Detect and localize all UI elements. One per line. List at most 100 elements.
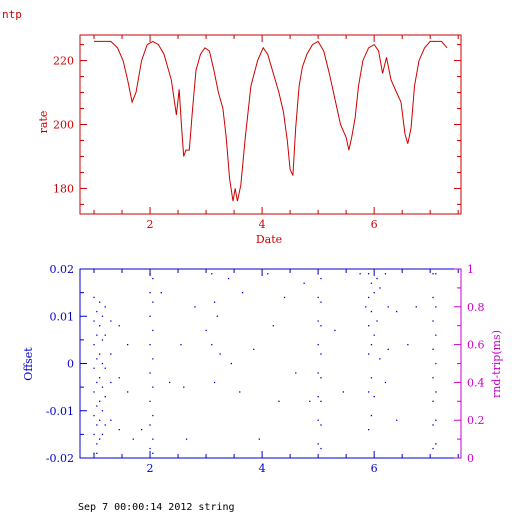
offset-point [99,301,101,303]
rate-x-ticks: 2 4 6 [93,35,459,231]
rtt-y-tick-label: 0 [467,452,474,465]
offset-point [149,292,151,294]
offset-y-axis-label: Offset [22,347,35,381]
offset-point [435,362,437,365]
offset-point [317,443,319,445]
rate-y-tick-label: 180 [53,182,74,195]
rate-y-tick-label: 220 [53,55,74,68]
offset-point [432,377,434,379]
offset-points [93,273,437,454]
offset-point [110,353,112,355]
offset-point [211,273,213,275]
offset-point [149,344,151,346]
offset-point [104,396,106,398]
offset-point [334,329,336,332]
offset-point [370,310,373,313]
rtt-y-tick-label: 0.2 [467,414,485,427]
offset-point [152,277,154,280]
offset-point [110,419,112,421]
offset-point [99,438,101,440]
offset-point [432,424,434,426]
offset-point [432,273,434,275]
offset-point [93,320,95,322]
offset-point [132,438,134,440]
offset-point [93,391,95,393]
offset-point [368,273,370,275]
offset-point [368,391,370,393]
offset-point [432,447,434,450]
offset-point [432,400,434,402]
offset-point [373,292,375,294]
offset-point [104,306,106,308]
rate-x-tick-label: 2 [147,218,154,231]
offset-point [213,301,216,303]
offset-point [93,452,95,454]
offset-point [379,287,381,289]
offset-point [219,353,221,355]
offset-point [152,329,154,332]
offset-point [152,452,154,454]
offset-point [141,429,143,431]
offset-point [432,320,434,322]
offset-point [149,273,151,275]
offset-point [149,424,151,426]
offset-point [368,296,370,299]
offset-point [241,292,244,294]
offset-point [99,325,101,327]
offset-chart: 2 4 6 0.02 0.01 0 -0.01 -0.02 1 0.8 0.6 0.4 0.2 0 O… [22,263,503,475]
offset-point [211,344,213,346]
offset-y-tick-label: 0.02 [50,263,75,276]
rate-y-axis-label: rate [37,111,50,134]
offset-point [320,424,322,426]
offset-point [278,400,280,402]
rate-x-tick-label: 6 [371,218,378,231]
offset-point [317,419,319,421]
offset-point [368,429,370,431]
offset-point [152,386,154,388]
offset-point [227,277,230,280]
offset-point [317,372,319,374]
offset-point [317,396,319,398]
offset-point [317,296,319,299]
offset-point [93,414,95,417]
offset-point [432,296,434,299]
offset-point [127,391,129,393]
offset-point [152,414,154,417]
offset-point [407,344,409,346]
offset-y-ticks: 0.02 0.01 0 -0.01 -0.02 [46,263,87,465]
offset-point [118,377,120,379]
offset-point [376,320,378,322]
offset-point [432,348,434,350]
offset-point [368,325,370,327]
rate-x-axis-label: Date [256,233,282,246]
offset-y-tick-label: 0 [67,358,74,371]
offset-point [396,310,398,313]
offset-point [96,452,98,454]
offset-point [230,362,232,365]
offset-point [253,348,255,350]
offset-point [320,400,322,402]
offset-point [320,377,322,379]
offset-y-tick-label: 0.01 [50,310,75,323]
offset-point [368,353,370,355]
rate-y-tick-label: 200 [53,119,74,132]
offset-point [283,296,286,299]
offset-point [384,273,387,275]
offset-x-ticks: 2 4 6 [93,269,459,475]
offset-point [317,344,319,346]
offset-point [96,358,98,360]
offset-point [342,391,344,393]
offset-point [169,381,171,384]
offset-point [96,405,98,407]
offset-point [435,306,437,308]
offset-point [435,419,437,421]
offset-x-tick-label: 2 [147,462,154,475]
offset-point [149,447,151,450]
rate-chart: 2 4 6 180 200 220 Date rate [37,34,462,246]
offset-point [99,400,101,402]
offset-point [110,381,112,384]
rtt-y-tick-label: 0.6 [467,339,485,352]
offset-point [267,273,269,275]
offset-point [152,358,154,360]
offset-point [149,315,151,317]
